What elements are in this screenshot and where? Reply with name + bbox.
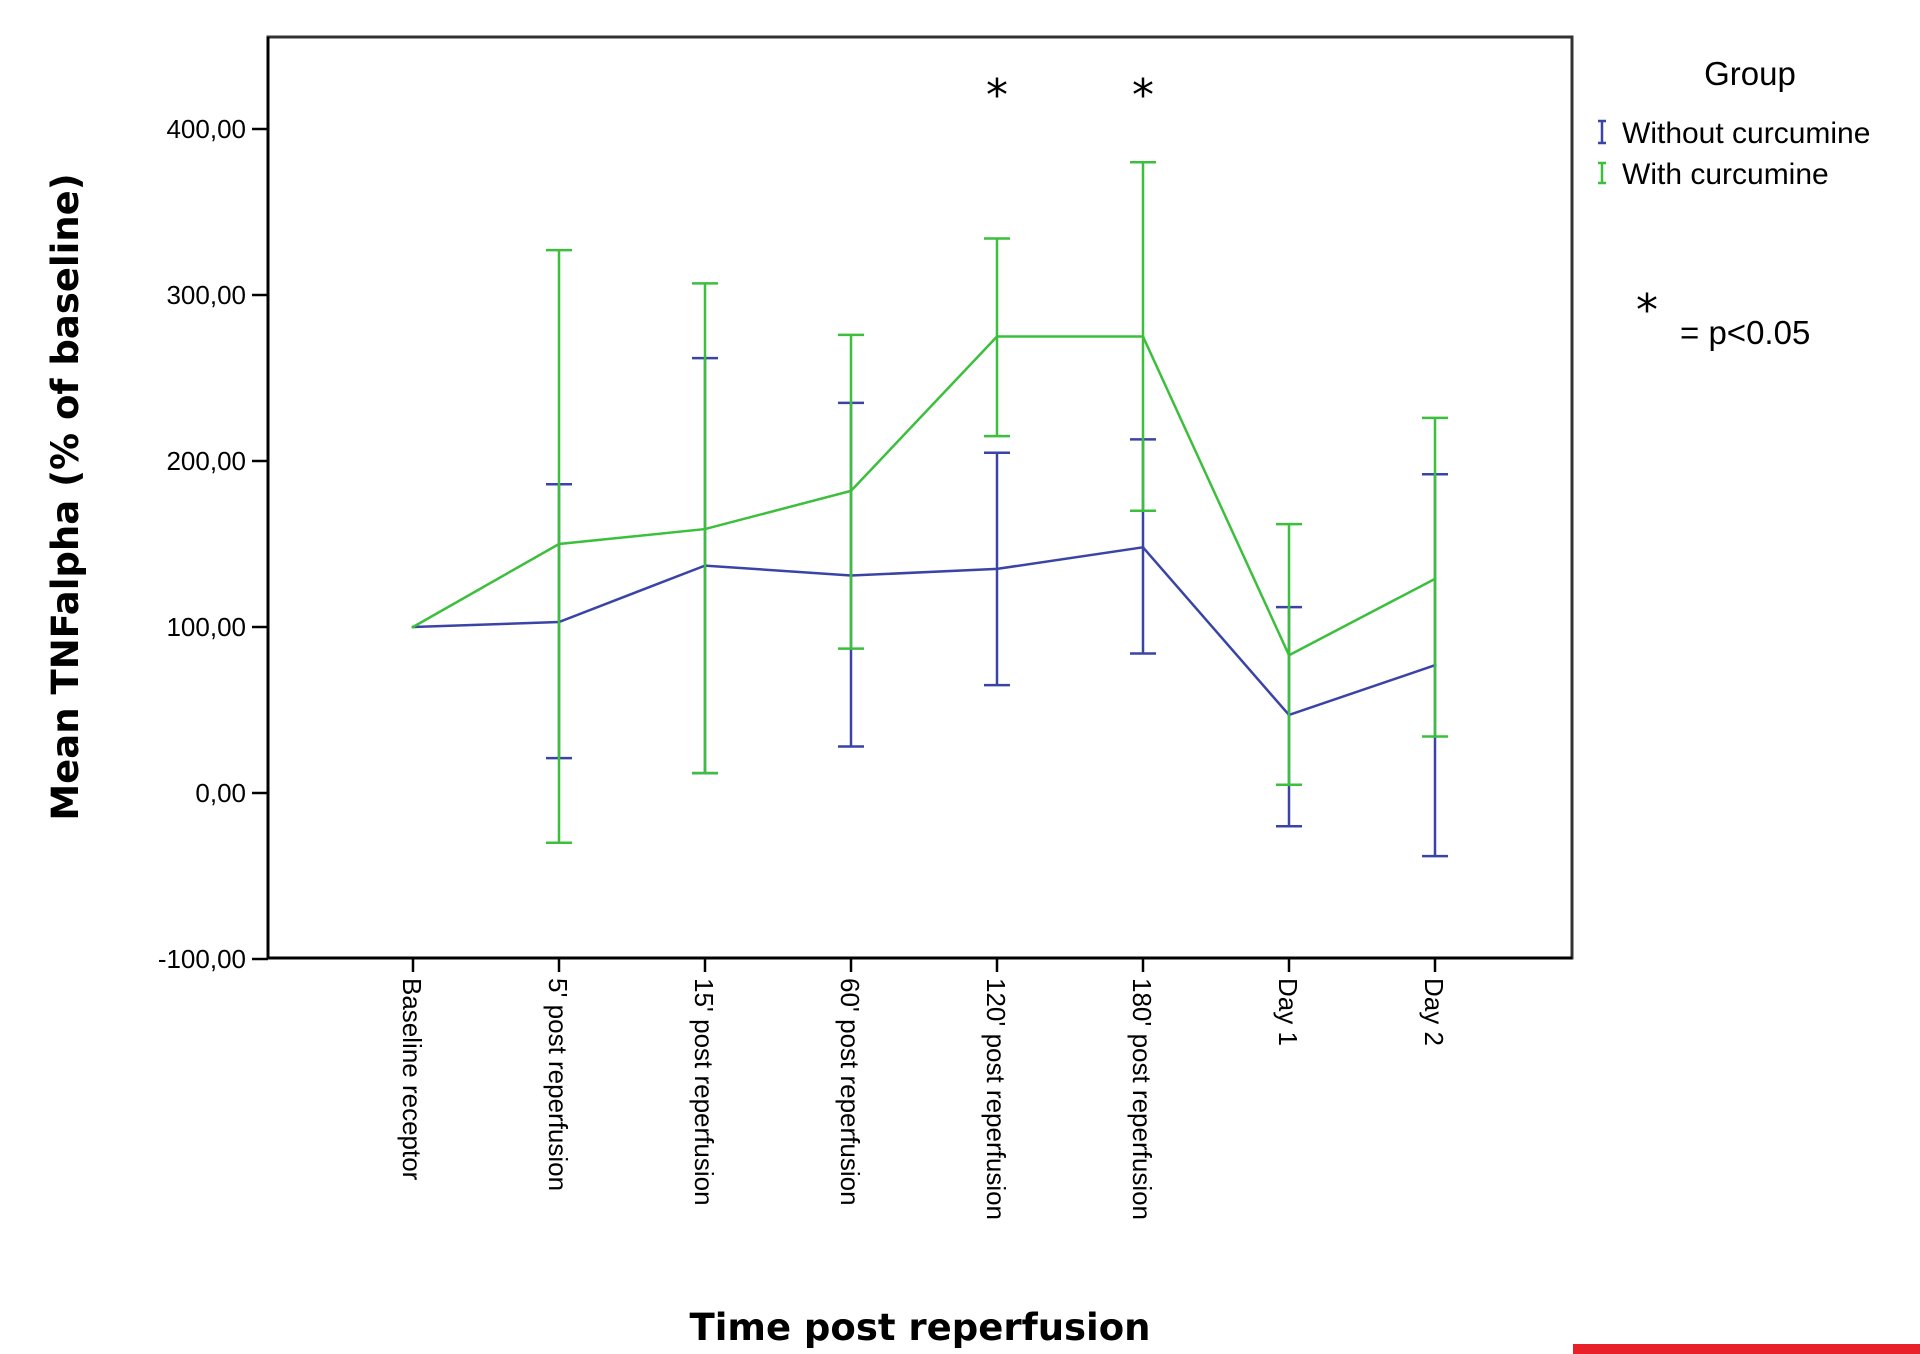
data-point bbox=[1433, 577, 1437, 581]
plot-frame bbox=[266, 35, 1574, 960]
series-line bbox=[412, 545, 1436, 717]
data-point bbox=[1141, 335, 1145, 338]
x-tick-label: 5' post reperfusion bbox=[543, 978, 573, 1191]
x-tick-label: 180' post reperfusion bbox=[1127, 978, 1157, 1220]
significance-star: * bbox=[1132, 70, 1154, 121]
y-tick-label: 300,00 bbox=[166, 280, 246, 310]
x-tick-label: Day 2 bbox=[1419, 978, 1449, 1046]
legend-label-with-curcumine: With curcumine bbox=[1622, 158, 1829, 191]
series-without-curcumine bbox=[411, 356, 1448, 858]
data-point bbox=[557, 542, 561, 546]
y-tick-label: 100,00 bbox=[166, 612, 246, 642]
legend-errorbar-icon bbox=[1598, 161, 1606, 185]
data-point bbox=[995, 335, 999, 338]
y-tick-label: -100,00 bbox=[158, 944, 246, 974]
x-tick-label: Baseline receptor bbox=[397, 978, 427, 1181]
x-tick-label: 60' post reperfusion bbox=[835, 978, 865, 1206]
legend-label-without-curcumine: Without curcumine bbox=[1622, 117, 1870, 150]
data-point bbox=[995, 567, 999, 571]
error-bar bbox=[546, 248, 572, 845]
significance-star: * bbox=[986, 70, 1008, 121]
x-tick-label: 15' post reperfusion bbox=[689, 978, 719, 1206]
y-tick-label: 200,00 bbox=[166, 446, 246, 476]
legend-item-with-curcumine: With curcumine bbox=[1598, 158, 1829, 191]
x-tick-label: Day 1 bbox=[1273, 978, 1303, 1046]
corner-bar bbox=[1573, 1344, 1920, 1354]
data-point bbox=[849, 489, 853, 493]
x-tick-label: 120' post reperfusion bbox=[981, 978, 1011, 1220]
legend-errorbar-icon bbox=[1598, 119, 1606, 145]
x-axis-title: Time post reperfusion bbox=[689, 1306, 1150, 1349]
x-ticks: Baseline receptor 5' post reperfusion 15' … bbox=[397, 958, 1449, 1220]
significance-note: * = p<0.05 bbox=[1636, 285, 1810, 351]
significance-markers: * * bbox=[986, 70, 1154, 121]
data-point bbox=[1141, 545, 1145, 549]
legend-item-without-curcumine: Without curcumine bbox=[1598, 117, 1870, 150]
series-with-curcumine bbox=[411, 160, 1448, 845]
data-point bbox=[703, 527, 707, 531]
y-axis-title: Mean TNFalpha (% of baseline) bbox=[44, 173, 87, 820]
series-layer bbox=[411, 160, 1448, 858]
data-point bbox=[1287, 653, 1291, 657]
y-tick-label: 0,00 bbox=[195, 778, 246, 808]
series-line bbox=[412, 335, 1436, 657]
data-point bbox=[411, 625, 415, 629]
y-ticks: -100,00 0,00 100,00 200,00 300,00 400,00 bbox=[158, 114, 268, 974]
legend: Group Without curcumine With curcumine bbox=[1598, 55, 1870, 191]
significance-note-text: = p<0.05 bbox=[1680, 314, 1810, 351]
y-tick-label: 400,00 bbox=[166, 114, 246, 144]
error-bar bbox=[1422, 416, 1448, 738]
legend-title: Group bbox=[1704, 55, 1796, 92]
significance-note-star: * bbox=[1636, 285, 1658, 336]
